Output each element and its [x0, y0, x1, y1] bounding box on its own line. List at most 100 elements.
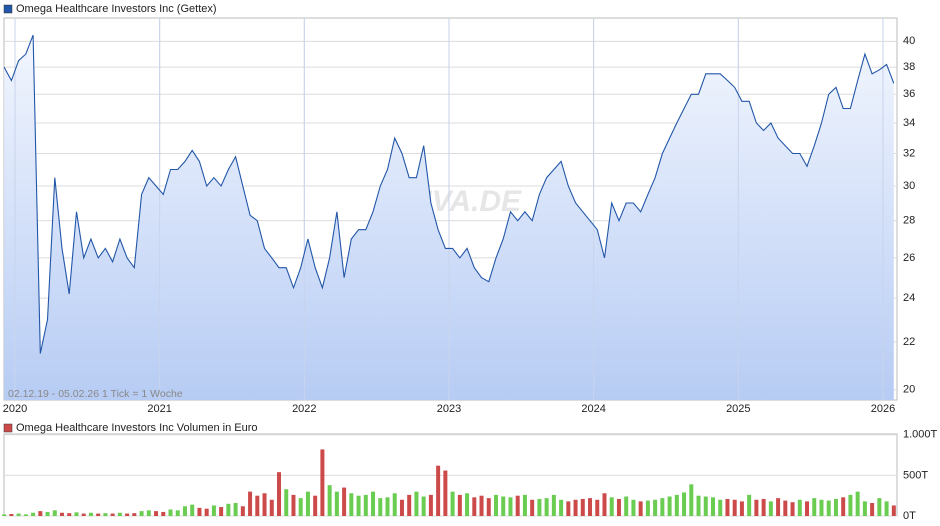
legend-swatch: [3, 423, 13, 433]
volume-bar: [472, 497, 477, 516]
volume-bar: [349, 493, 354, 516]
volume-bar: [305, 491, 310, 516]
volume-bar: [522, 494, 527, 516]
volume-bar: [291, 494, 296, 516]
volume-bar: [559, 499, 564, 516]
volume-bar: [725, 498, 730, 516]
volume-bar: [2, 514, 7, 516]
volume-bar: [204, 508, 209, 516]
y-tick-label: 30: [903, 180, 915, 192]
volume-bar: [501, 496, 506, 516]
volume-bar: [211, 505, 216, 516]
y-tick-label: 34: [903, 117, 915, 129]
volume-bar: [551, 494, 556, 516]
volume-bar: [371, 491, 376, 516]
volume-bar: [457, 494, 462, 516]
volume-bar: [855, 491, 860, 516]
y-tick-label: 38: [903, 61, 915, 73]
volume-bar: [139, 511, 144, 516]
volume-bar: [761, 498, 766, 516]
x-tick-label: 2024: [581, 403, 605, 415]
volume-bar: [841, 497, 846, 516]
volume-bar: [233, 503, 238, 516]
volume-bar: [797, 499, 802, 516]
volume-bar: [436, 465, 441, 516]
y-tick-label: 1.000T: [903, 429, 938, 441]
volume-bar: [45, 511, 50, 516]
volume-bar: [877, 498, 882, 516]
volume-bar: [240, 506, 245, 516]
volume-bar: [674, 494, 679, 516]
volume-bar: [819, 499, 824, 516]
volume-bar: [407, 494, 412, 516]
volume-bar: [689, 484, 694, 516]
x-tick-label: 2020: [3, 403, 27, 415]
volume-bar: [812, 498, 817, 516]
volume-bar: [125, 513, 130, 516]
legend-label: Omega Healthcare Investors Inc Volumen i…: [16, 422, 258, 434]
volume-bar: [363, 494, 368, 516]
volume-bar: [826, 500, 831, 516]
y-tick-label: 32: [903, 147, 915, 159]
volume-bar: [667, 496, 672, 516]
volume-bar: [161, 511, 166, 516]
volume-bar: [342, 487, 347, 516]
volume-bar: [450, 491, 455, 516]
y-tick-label: 22: [903, 336, 915, 348]
volume-bar: [848, 494, 853, 516]
volume-bar: [465, 493, 470, 516]
volume-bar: [631, 499, 636, 516]
volume-bar: [9, 513, 14, 516]
volume-bar: [754, 499, 759, 516]
volume-bar: [530, 499, 535, 516]
volume-bar: [609, 497, 614, 516]
volume-bar: [891, 505, 896, 516]
volume-bar: [313, 495, 318, 516]
volume-bar: [703, 496, 708, 516]
x-tick-label: 2023: [437, 403, 461, 415]
volume-bar: [602, 493, 607, 516]
volume-bar: [862, 501, 867, 516]
volume-bar: [414, 491, 419, 516]
volume-bar: [638, 501, 643, 516]
volume-bar: [739, 501, 744, 516]
volume-bar: [277, 472, 282, 516]
y-tick-label: 24: [903, 292, 915, 304]
volume-bar: [544, 498, 549, 516]
volume-bar: [732, 499, 737, 516]
volume-bar: [884, 501, 889, 516]
volume-bar: [96, 513, 101, 516]
volume-bar: [262, 493, 267, 516]
volume-bar: [616, 498, 621, 516]
volume-bar: [428, 494, 433, 516]
volume-bar: [16, 513, 21, 516]
volume-bar: [580, 498, 585, 516]
volume-bar: [88, 512, 93, 516]
volume-bar: [486, 498, 491, 516]
volume-bar: [146, 510, 151, 516]
volume-bar: [588, 498, 593, 516]
y-tick-label: 40: [903, 35, 915, 47]
volume-bar: [190, 504, 195, 516]
volume-bar: [537, 498, 542, 516]
volume-bar: [334, 491, 339, 516]
volume-bar: [385, 497, 390, 516]
volume-bar: [718, 499, 723, 516]
volume-bar: [696, 495, 701, 516]
y-tick-label: 20: [903, 384, 915, 396]
volume-bar: [710, 497, 715, 516]
volume-bar: [103, 513, 108, 516]
volume-bar: [197, 507, 202, 516]
volume-bar: [515, 495, 520, 516]
y-tick-label: 36: [903, 88, 915, 100]
volume-bar: [870, 503, 875, 516]
volume-bar: [23, 514, 28, 516]
volume-bar: [378, 498, 383, 516]
volume-bar: [479, 495, 484, 516]
volume-bar: [182, 506, 187, 516]
volume-bar: [768, 501, 773, 516]
volume-bar: [226, 503, 231, 516]
volume-bar: [320, 449, 325, 516]
volume-bar: [790, 502, 795, 516]
volume-bar: [38, 511, 43, 516]
